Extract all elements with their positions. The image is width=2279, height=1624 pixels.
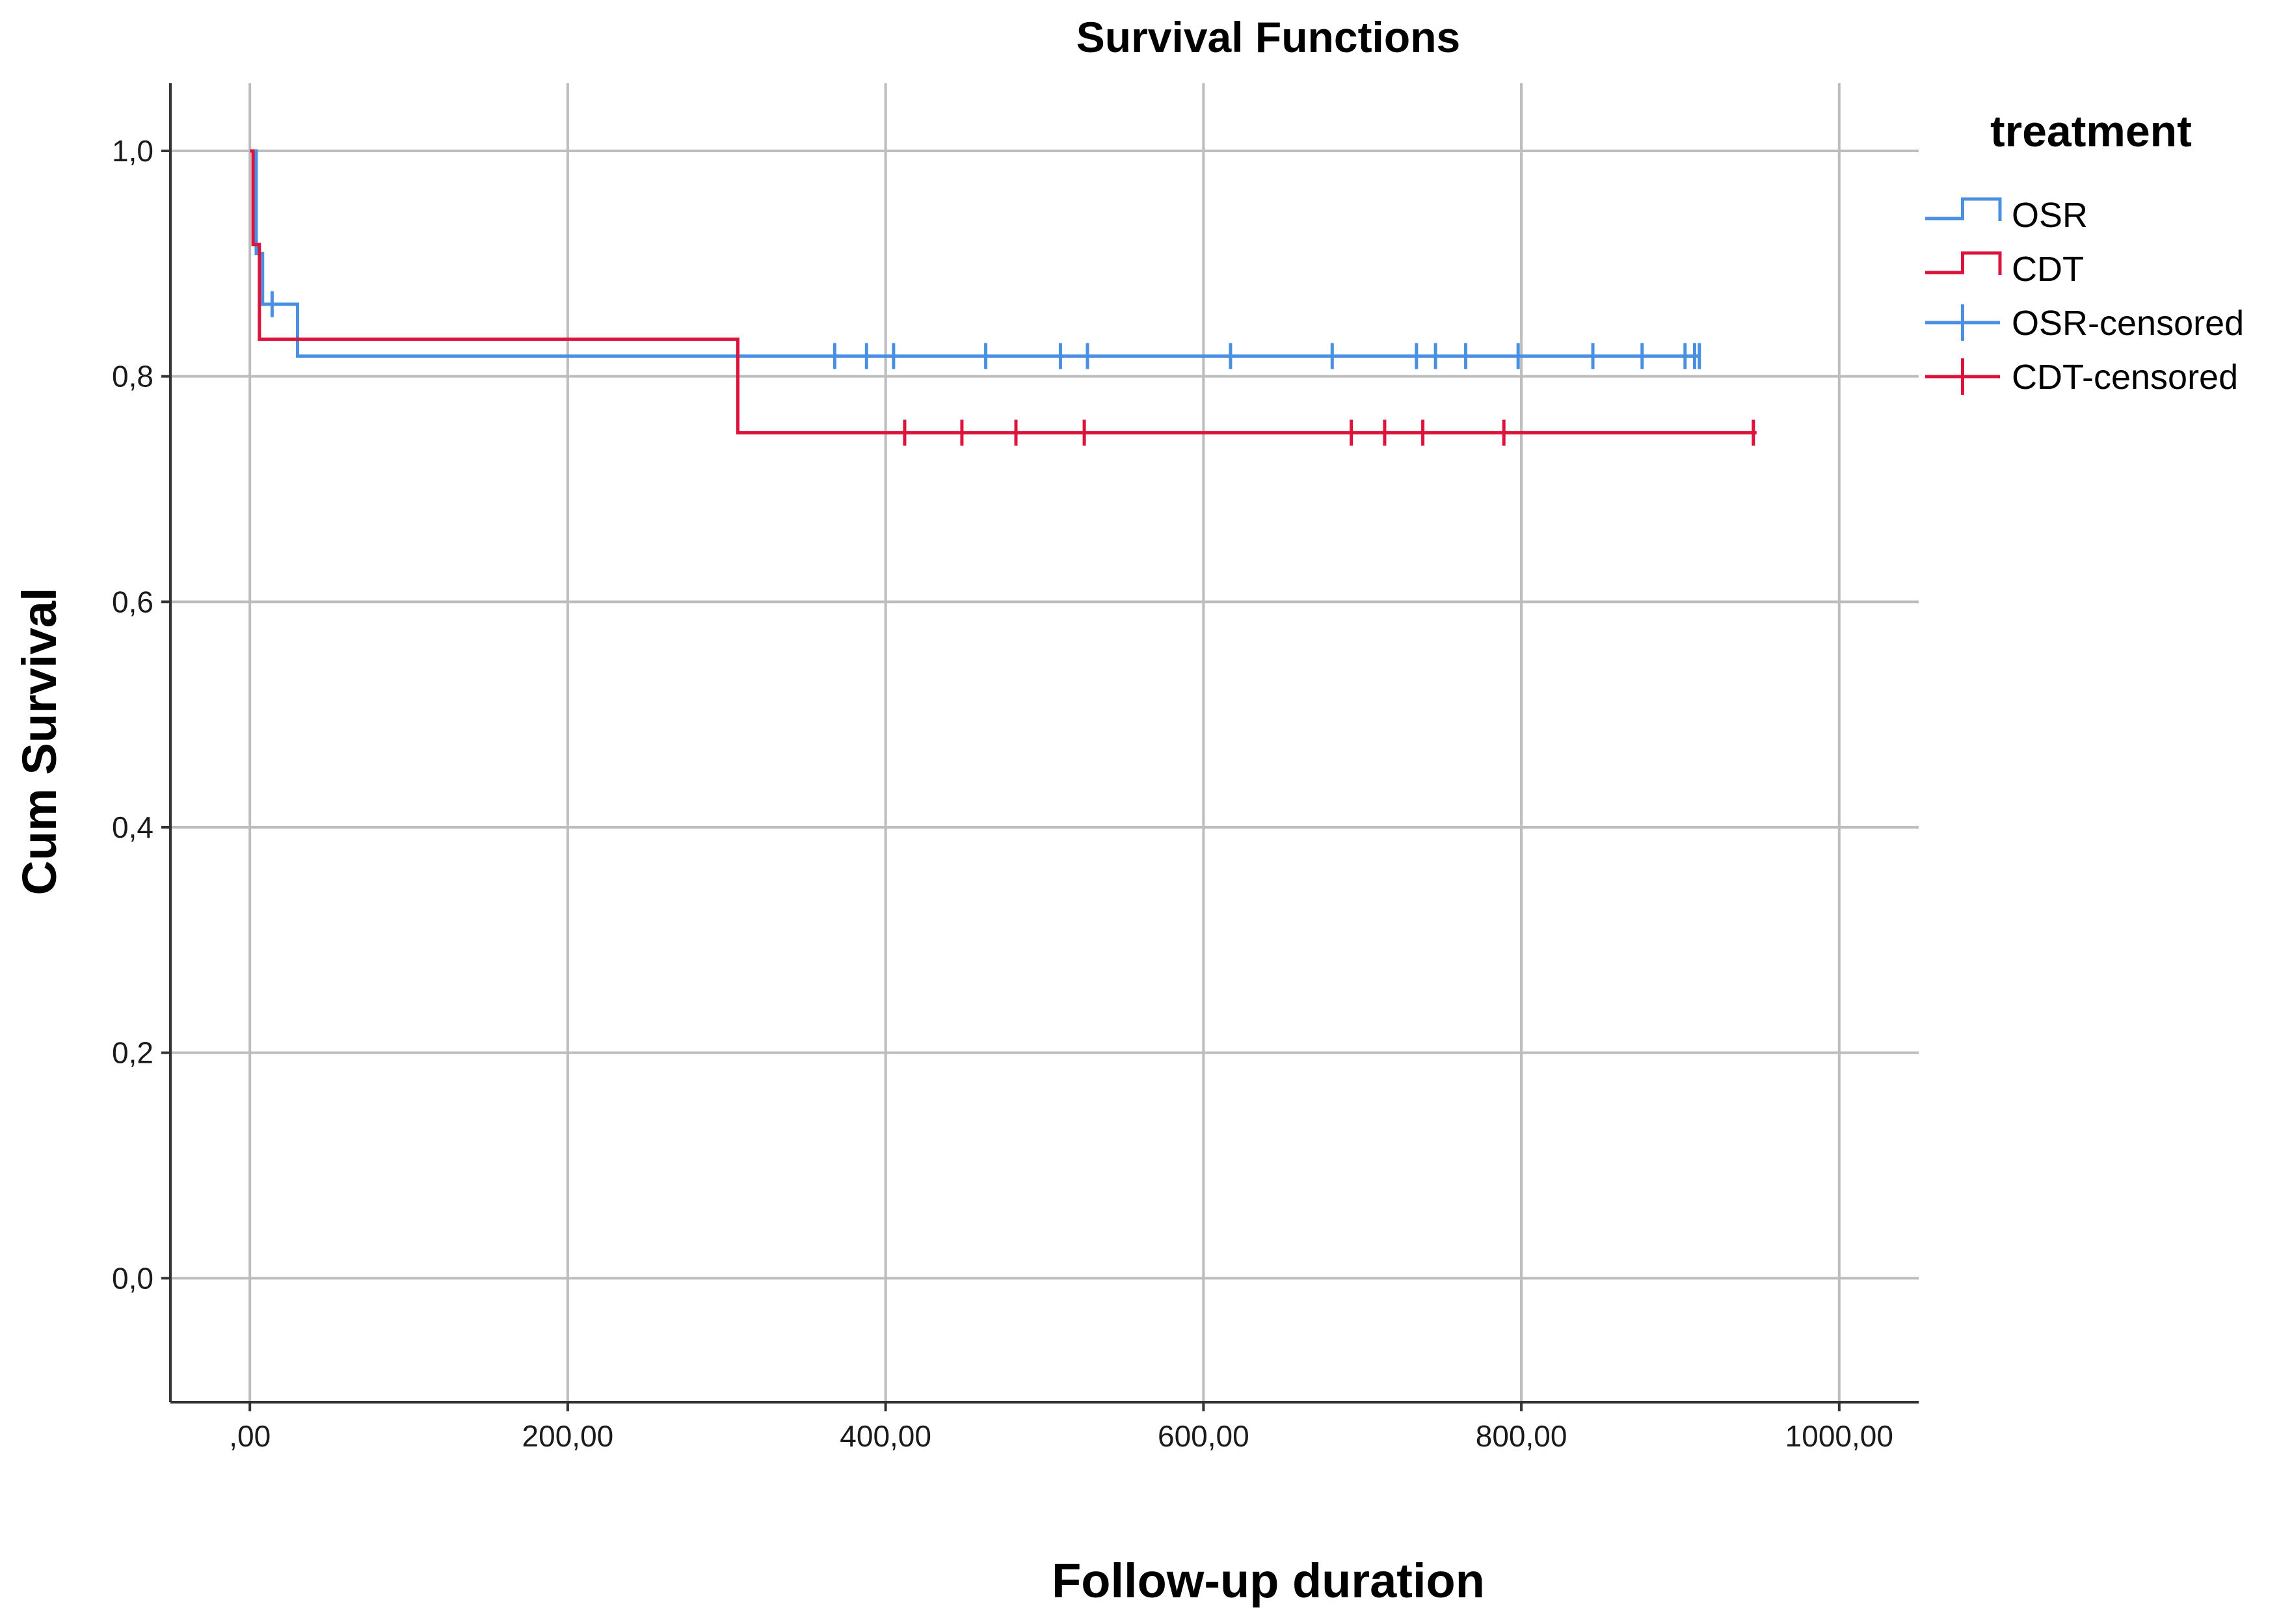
tick-labels: ,00 200,00 400,00 600,00 800,00 1000,00 0,0 0,2… [112, 134, 1893, 1453]
x-tick-label-5: 1000,00 [1785, 1419, 1893, 1453]
legend: treatment OSR CDT OSR-censored CDT-censored [1925, 107, 2244, 397]
series-line-osr [250, 149, 1699, 358]
x-tick-label-3: 600,00 [1158, 1419, 1249, 1453]
plot-area [250, 149, 1757, 446]
y-axis-label: Cum Survival [12, 588, 66, 896]
legend-label-1: CDT [2012, 250, 2084, 289]
series-line-cdt [250, 149, 1757, 434]
axes [161, 83, 1919, 1411]
legend-swatch-2 [1925, 304, 2000, 341]
legend-entry-1: CDT [1925, 250, 2084, 289]
legend-entries: OSR CDT OSR-censored CDT-censored [1925, 196, 2244, 397]
y-tick-label-2: 0,4 [112, 810, 153, 844]
legend-title: treatment [1990, 107, 2192, 156]
x-tick-label-2: 400,00 [840, 1419, 931, 1453]
y-tick-label-3: 0,6 [112, 585, 153, 619]
legend-label-3: CDT-censored [2012, 358, 2238, 397]
legend-entry-3: CDT-censored [1925, 358, 2238, 397]
legend-label-0: OSR [2012, 196, 2088, 235]
x-axis-label: Follow-up duration [1052, 1554, 1485, 1608]
x-tick-label-1: 200,00 [522, 1419, 614, 1453]
y-tick-label-1: 0,2 [112, 1036, 153, 1070]
legend-swatch-0 [1925, 197, 2002, 221]
x-tick-label-0: ,00 [229, 1419, 271, 1453]
chart-title: Survival Functions [1076, 13, 1460, 61]
y-tick-label-5: 1,0 [112, 134, 153, 168]
grid [170, 83, 1919, 1402]
x-tick-label-4: 800,00 [1476, 1419, 1567, 1453]
legend-label-2: OSR-censored [2012, 304, 2244, 343]
legend-swatch-1 [1925, 251, 2002, 275]
y-tick-label-4: 0,8 [112, 360, 153, 393]
legend-entry-2: OSR-censored [1925, 304, 2244, 343]
legend-entry-0: OSR [1925, 196, 2088, 235]
legend-swatch-3 [1925, 358, 2000, 395]
y-tick-label-0: 0,0 [112, 1261, 153, 1295]
